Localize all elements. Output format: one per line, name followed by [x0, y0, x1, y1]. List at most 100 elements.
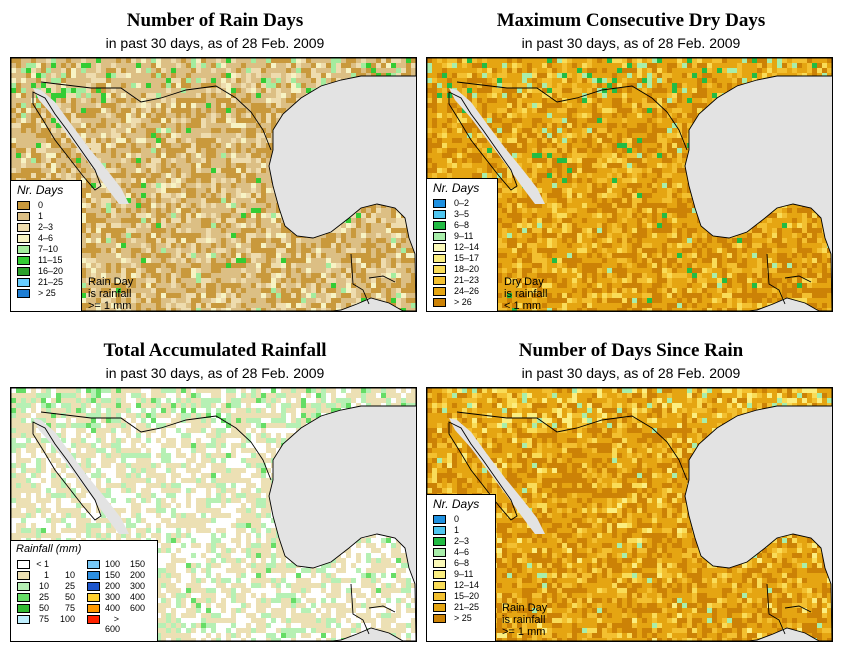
- legend-range-to: 25: [64, 581, 75, 591]
- legend-row: 0–2: [427, 198, 497, 209]
- legend-row: 0: [427, 514, 495, 525]
- coastline: [427, 388, 832, 641]
- legend-range-to: 100: [59, 614, 75, 624]
- country-border: [350, 253, 396, 305]
- legend-label: 9–11: [454, 231, 474, 241]
- legend-range-to: 300: [129, 581, 145, 591]
- legend-range-from: < 1: [36, 559, 49, 569]
- panel-title: Number of Days Since Rain: [518, 340, 744, 361]
- legend-swatch: [433, 243, 446, 252]
- legend-max-dry-days: Nr. Days 0–2 3–5 6–8 9–11 12–14 15–17 18–20 21–…: [426, 178, 498, 312]
- legend-row: 7–10: [11, 244, 81, 255]
- legend-label: 6–8: [454, 220, 470, 230]
- legend-range-to: 200: [129, 570, 145, 580]
- legend-row: 3–5: [427, 209, 497, 220]
- legend-row: > 25: [11, 288, 81, 299]
- panel-days-since-rain: Number of Days Since Rain in past 30 day…: [426, 340, 836, 642]
- note-line: >= 1 mm: [88, 300, 132, 312]
- country-border: [456, 411, 688, 481]
- legend-swatch: [433, 232, 446, 241]
- legend-label: 24–26: [454, 286, 480, 296]
- coastline: [427, 58, 832, 311]
- panel-subtitle: in past 30 days, as of 28 Feb. 2009: [521, 35, 741, 51]
- panel-subtitle: in past 30 days, as of 28 Feb. 2009: [105, 35, 325, 51]
- legend-row: 25 50: [13, 592, 85, 603]
- legend-label: 12–14: [454, 580, 480, 590]
- legend-row: 1 10: [13, 570, 85, 581]
- legend-row: 4–6: [11, 233, 81, 244]
- definition-note: Dry Day is rainfall < 1 mm: [504, 276, 547, 312]
- legend-row: 11–15: [11, 255, 81, 266]
- legend-swatch: [87, 604, 100, 613]
- legend-row: 16–20: [11, 266, 81, 277]
- legend-row: > 600: [83, 614, 155, 634]
- legend-swatch: [433, 614, 446, 623]
- coastline: [448, 91, 518, 191]
- legend-label: 3–5: [454, 209, 470, 219]
- coastline: [11, 58, 416, 311]
- legend-swatch: [433, 199, 446, 208]
- legend-swatch: [17, 289, 30, 298]
- legend-row: 12–14: [427, 580, 495, 591]
- legend-row: 2–3: [11, 222, 81, 233]
- coastline: [32, 91, 102, 191]
- legend-label: 0–2: [454, 198, 470, 208]
- legend-row: 15–20: [427, 591, 495, 602]
- legend-swatch: [433, 254, 446, 263]
- legend-swatch: [17, 560, 30, 569]
- legend-swatch: [87, 593, 100, 602]
- legend-row: > 25: [427, 613, 495, 624]
- legend-row: 6–8: [427, 220, 497, 231]
- legend-row: < 1: [13, 559, 85, 570]
- legend-row: 10 25: [13, 581, 85, 592]
- panel-max-dry-days: Maximum Consecutive Dry Days in past 30 …: [426, 10, 836, 312]
- legend-swatch: [87, 571, 100, 580]
- legend-swatch: [433, 548, 446, 557]
- panel-title: Total Accumulated Rainfall: [103, 340, 327, 361]
- legend-label: > 25: [38, 288, 56, 298]
- legend-swatch: [433, 570, 446, 579]
- legend-swatch: [17, 267, 30, 276]
- legend-range-from: 300: [105, 592, 121, 602]
- legend-row: 21–25: [427, 602, 495, 613]
- country-border: [456, 81, 688, 151]
- legend-swatch: [433, 592, 446, 601]
- panel-subtitle: in past 30 days, as of 28 Feb. 2009: [105, 365, 325, 381]
- legend-range-from: 75: [38, 614, 49, 624]
- legend-label: 0: [454, 514, 460, 524]
- panel-total-rainfall: Total Accumulated Rainfall in past 30 da…: [10, 340, 420, 642]
- legend-row: 400 600: [83, 603, 155, 614]
- note-line: is rainfall: [88, 288, 132, 300]
- map-canvas: [427, 388, 832, 641]
- definition-note: Rain Day is rainfall >= 1 mm: [502, 602, 547, 638]
- legend-range-from: 100: [105, 559, 121, 569]
- legend-range-from: 25: [38, 592, 49, 602]
- legend-range-to: 150: [129, 559, 145, 569]
- legend-label: 16–20: [38, 266, 64, 276]
- map-total-rainfall: Rainfall (mm) < 1 1 10 10 25 25 50 50 75 75 100 10…: [10, 387, 417, 642]
- legend-swatch: [433, 276, 446, 285]
- note-line: < 1 mm: [504, 300, 541, 312]
- legend-label: 2–3: [38, 222, 54, 232]
- legend-rain-days: Nr. Days 0 1 2–3 4–6 7–10 11–15 16–20 21–25 > 25: [10, 180, 82, 312]
- panel-rain-days: Number of Rain Days in past 30 days, as …: [10, 10, 420, 312]
- legend-swatch: [433, 265, 446, 274]
- legend-title: Nr. Days: [17, 183, 64, 197]
- legend-swatch: [433, 537, 446, 546]
- legend-row: 4–6: [427, 547, 495, 558]
- legend-range-to: 600: [129, 603, 145, 613]
- legend-swatch: [433, 581, 446, 590]
- legend-swatch: [17, 234, 30, 243]
- legend-swatch: [17, 615, 30, 624]
- legend-range-from: 150: [105, 570, 121, 580]
- country-border: [40, 411, 272, 481]
- legend-label: 4–6: [454, 547, 470, 557]
- legend-swatch: [17, 278, 30, 287]
- legend-row: 50 75: [13, 603, 85, 614]
- legend-swatch: [433, 559, 446, 568]
- note-line: Dry Day: [504, 276, 544, 288]
- legend-swatch: [17, 604, 30, 613]
- legend-label: > 26: [454, 297, 472, 307]
- legend-swatch: [433, 298, 446, 307]
- legend-title: Nr. Days: [433, 497, 480, 511]
